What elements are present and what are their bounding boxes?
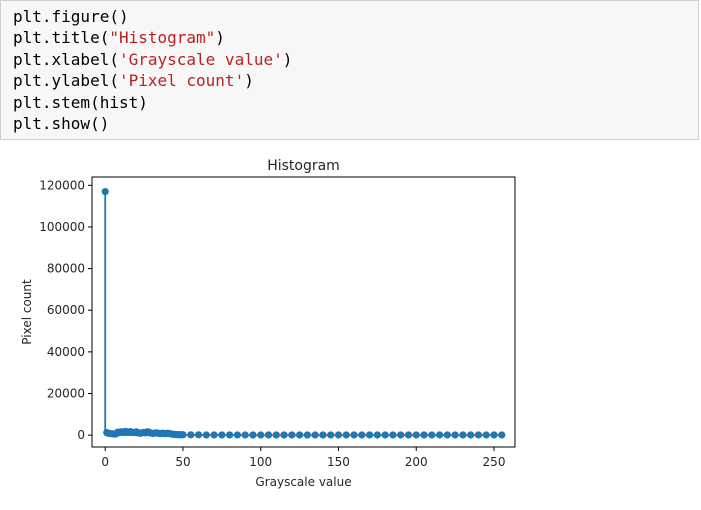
code-token: ): [282, 49, 293, 69]
stem-marker: [210, 431, 218, 439]
code-token: plt.title(: [13, 28, 110, 48]
code-token: ): [215, 28, 225, 48]
y-tick-label: 40000: [47, 345, 85, 359]
stem-marker: [187, 431, 195, 439]
stem-marker: [311, 431, 319, 439]
y-tick-label: 20000: [47, 386, 85, 400]
stem-marker: [179, 431, 187, 439]
stem-marker: [319, 431, 327, 439]
stem-marker: [459, 431, 467, 439]
stem-marker: [350, 431, 358, 439]
code-string-literal: 'Pixel count': [118, 71, 245, 91]
x-tick-label: 0: [101, 455, 109, 469]
stem-marker: [202, 431, 210, 439]
stem-marker: [498, 431, 506, 439]
stem-marker: [443, 431, 451, 439]
code-line: plt.title("Histogram"): [13, 27, 292, 48]
code-string-literal: 'Grayscale value': [118, 49, 283, 69]
stem-marker: [474, 431, 483, 439]
stem-marker: [381, 431, 389, 439]
stem-marker: [264, 431, 273, 439]
stem-marker: [226, 431, 234, 439]
y-tick-label: 100000: [39, 220, 85, 234]
stem-marker: [334, 431, 343, 439]
code-line: plt.figure(): [13, 6, 292, 27]
x-tick-label: 150: [327, 455, 350, 469]
code-cell[interactable]: plt.figure() plt.title("Histogram") plt.xl…: [0, 0, 699, 140]
stem-marker: [272, 431, 280, 439]
plot-area: [92, 177, 515, 447]
x-axis-label: Grayscale value: [255, 475, 351, 489]
x-tick-label: 50: [175, 455, 190, 469]
stem-marker: [342, 431, 350, 439]
histogram-stem-chart: 0 50 100 150 200 250 0 20000 40000 60000 80000 100…: [20, 158, 516, 489]
stem-marker: [373, 431, 381, 439]
x-tick-label: 200: [405, 455, 428, 469]
code-line: plt.xlabel('Grayscale value'): [13, 49, 292, 70]
stem-marker: [241, 431, 249, 439]
output-area: 0 50 100 150 200 250 0 20000 40000 60000 80000 100…: [0, 150, 701, 506]
x-tick-label: 250: [483, 455, 506, 469]
stem-marker: [288, 431, 296, 439]
code-line: plt.ylabel('Pixel count'): [13, 70, 292, 91]
stem-marker: [257, 431, 265, 439]
stem-marker: [420, 431, 428, 439]
stem-marker: [467, 431, 475, 439]
stem-marker: [404, 431, 413, 439]
stem-marker: [194, 431, 203, 439]
code-token: plt.show(): [13, 113, 110, 133]
stem-marker: [389, 431, 397, 439]
y-tick-label: 0: [77, 428, 85, 442]
stem-marker: [101, 187, 109, 196]
y-tick-label: 80000: [47, 262, 85, 276]
code-token: plt.ylabel(: [13, 71, 119, 91]
stem-marker: [249, 431, 257, 439]
code-line: plt.show(): [13, 113, 292, 134]
stem-marker: [358, 431, 366, 439]
chart-title: Histogram: [267, 158, 340, 174]
stem-marker: [482, 431, 490, 439]
y-tick-label: 120000: [39, 178, 85, 192]
stem-marker: [303, 431, 311, 439]
stem-marker: [280, 431, 288, 439]
stem-marker: [412, 431, 420, 439]
plot-frame: [91, 176, 516, 448]
stem-marker: [365, 431, 374, 439]
code-token: plt.stem(hist): [13, 92, 148, 112]
stem-marker: [233, 431, 242, 439]
code-string-literal: "Histogram": [109, 28, 216, 48]
stem-marker: [296, 431, 304, 439]
stem-marker: [490, 431, 498, 439]
y-tick-label: 60000: [47, 303, 85, 317]
stem-marker: [218, 431, 226, 439]
code-editor[interactable]: plt.figure() plt.title("Histogram") plt.xl…: [13, 6, 292, 134]
y-axis-label: Pixel count: [20, 279, 34, 345]
stem-marker: [327, 431, 335, 439]
code-token: ): [244, 71, 254, 91]
code-token: plt.xlabel(: [13, 49, 119, 69]
stem-marker: [435, 431, 444, 439]
code-token: plt.figure(): [13, 7, 129, 26]
stem-marker: [451, 431, 459, 439]
x-tick-label: 100: [249, 455, 272, 469]
stem-marker: [428, 431, 436, 439]
stem-marker: [397, 431, 405, 439]
code-line: plt.stem(hist): [13, 92, 292, 113]
